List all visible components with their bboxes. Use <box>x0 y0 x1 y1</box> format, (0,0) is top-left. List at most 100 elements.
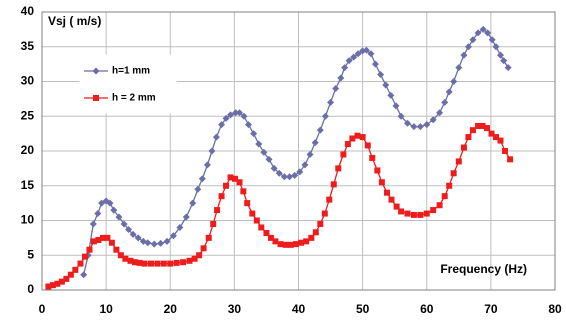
marker <box>484 29 492 37</box>
x-tick-label: 20 <box>164 302 178 316</box>
marker <box>150 240 158 248</box>
x-tick-label: 70 <box>484 302 498 316</box>
marker <box>163 237 171 245</box>
y-tick-label: 30 <box>21 74 35 88</box>
y-tick-label: 25 <box>21 108 35 122</box>
marker <box>460 51 468 59</box>
marker <box>332 84 340 92</box>
marker <box>258 224 265 231</box>
marker <box>110 206 118 214</box>
marker <box>496 51 504 59</box>
marker <box>362 46 370 54</box>
marker <box>474 29 482 37</box>
marker <box>308 234 315 241</box>
marker <box>446 182 453 189</box>
marker <box>484 125 491 132</box>
y-tick-label: 5 <box>27 247 34 261</box>
marker <box>388 196 395 203</box>
marker <box>80 271 88 279</box>
marker <box>479 25 487 33</box>
marker <box>205 234 212 241</box>
marker <box>450 170 457 177</box>
marker <box>160 260 167 267</box>
marker <box>244 200 251 207</box>
marker <box>282 241 289 248</box>
legend-box <box>79 54 177 114</box>
marker <box>232 109 240 117</box>
marker <box>92 67 100 75</box>
marker <box>311 139 319 147</box>
marker <box>378 179 385 186</box>
marker <box>455 158 462 165</box>
marker <box>393 203 400 210</box>
marker <box>501 148 508 154</box>
marker <box>382 81 390 89</box>
marker <box>169 232 177 240</box>
marker <box>260 148 268 156</box>
marker <box>210 220 217 227</box>
marker <box>441 98 449 106</box>
marker <box>337 74 345 82</box>
marker <box>301 161 309 169</box>
marker <box>186 257 193 264</box>
marker <box>253 217 260 224</box>
marker <box>196 252 203 259</box>
marker <box>129 230 137 238</box>
marker <box>125 226 133 234</box>
marker <box>236 109 244 117</box>
marker <box>500 57 508 65</box>
marker <box>218 121 226 129</box>
marker <box>157 239 165 247</box>
marker <box>99 234 106 241</box>
marker <box>436 202 443 209</box>
marker <box>141 260 148 267</box>
marker <box>497 137 504 144</box>
marker <box>72 266 79 273</box>
marker <box>306 150 314 158</box>
marker <box>154 260 161 267</box>
marker <box>488 130 495 137</box>
marker <box>369 154 376 161</box>
marker <box>208 147 216 155</box>
x-tick-label: 10 <box>99 302 113 316</box>
y-tick-label: 15 <box>21 178 35 192</box>
marker <box>354 50 362 58</box>
marker <box>383 189 390 196</box>
marker <box>479 122 486 129</box>
marker <box>377 71 385 79</box>
marker <box>326 196 333 203</box>
marker <box>349 135 356 142</box>
marker <box>354 132 361 139</box>
marker <box>189 199 197 207</box>
marker <box>450 78 458 85</box>
marker <box>89 220 97 228</box>
marker <box>244 121 252 129</box>
marker <box>180 259 187 266</box>
marker <box>292 241 299 248</box>
marker <box>321 210 328 217</box>
marker <box>303 238 310 245</box>
marker <box>312 229 319 236</box>
marker <box>330 181 337 188</box>
marker <box>214 207 221 214</box>
marker <box>115 213 123 221</box>
marker <box>240 188 247 195</box>
marker <box>445 88 453 96</box>
marker <box>335 165 342 172</box>
marker <box>58 278 65 285</box>
marker <box>504 64 512 72</box>
marker <box>469 127 476 134</box>
marker <box>298 239 305 246</box>
marker <box>374 167 381 174</box>
marker <box>227 174 234 181</box>
marker <box>392 102 400 110</box>
marker <box>492 43 500 51</box>
marker <box>423 121 431 129</box>
marker <box>341 64 349 72</box>
marker <box>223 182 230 189</box>
marker <box>93 95 99 101</box>
marker <box>277 241 284 248</box>
marker <box>321 112 329 120</box>
